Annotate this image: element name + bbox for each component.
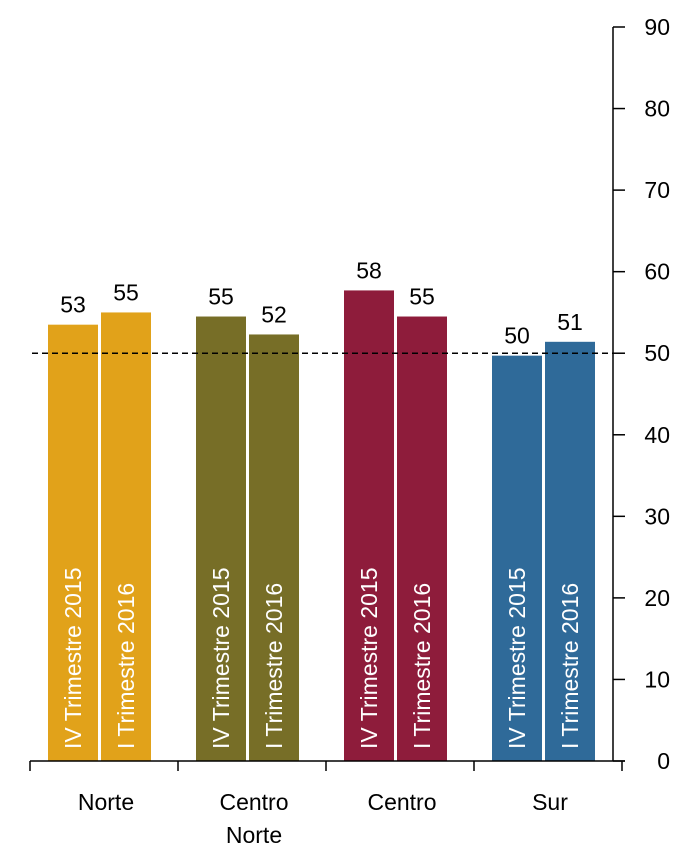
data-label-3-1: 51: [557, 309, 583, 335]
bar-series-label-1-0: IV Trimestre 2015: [208, 567, 234, 749]
bar-2-1: [397, 316, 447, 761]
bar-1-1: [249, 334, 299, 761]
bar-series-label-3-0: IV Trimestre 2015: [504, 567, 530, 749]
bar-series-label-0-0: IV Trimestre 2015: [60, 567, 86, 749]
data-label-2-1: 55: [409, 284, 435, 310]
category-label: Norte: [78, 789, 134, 815]
y-tick-label: 20: [644, 585, 670, 611]
bar-2-0: [344, 290, 394, 761]
y-tick-label: 0: [657, 748, 670, 774]
bar-3-0: [492, 355, 542, 761]
bar-1-0: [196, 316, 246, 761]
bar-series-label-0-1: I Trimestre 2016: [113, 583, 139, 749]
bar-3-1: [545, 341, 595, 761]
bar-series-label-2-1: I Trimestre 2016: [409, 583, 435, 749]
data-label-0-1: 55: [113, 279, 139, 305]
y-tick-label: 30: [644, 503, 670, 529]
y-tick-label: 60: [644, 259, 670, 285]
y-tick-label: 90: [644, 14, 670, 40]
y-tick-label: 70: [644, 177, 670, 203]
category-label: Sur: [532, 789, 568, 815]
y-tick-label: 50: [644, 340, 670, 366]
bar-series-label-3-1: I Trimestre 2016: [557, 583, 583, 749]
category-label: Centro: [367, 789, 436, 815]
y-tick-label: 80: [644, 96, 670, 122]
bar-series-label-2-0: IV Trimestre 2015: [356, 567, 382, 749]
data-label-1-1: 52: [261, 301, 287, 327]
category-label: Centro: [219, 789, 288, 815]
data-label-2-0: 58: [356, 257, 382, 283]
bar-0-1: [101, 312, 151, 761]
y-tick-label: 40: [644, 422, 670, 448]
data-label-3-0: 50: [504, 323, 530, 349]
data-label-1-0: 55: [208, 284, 234, 310]
category-label: Norte: [226, 822, 282, 848]
y-tick-label: 10: [644, 666, 670, 692]
data-label-0-0: 53: [60, 292, 86, 318]
bar-0-0: [48, 324, 98, 761]
bar-series-label-1-1: I Trimestre 2016: [261, 583, 287, 749]
